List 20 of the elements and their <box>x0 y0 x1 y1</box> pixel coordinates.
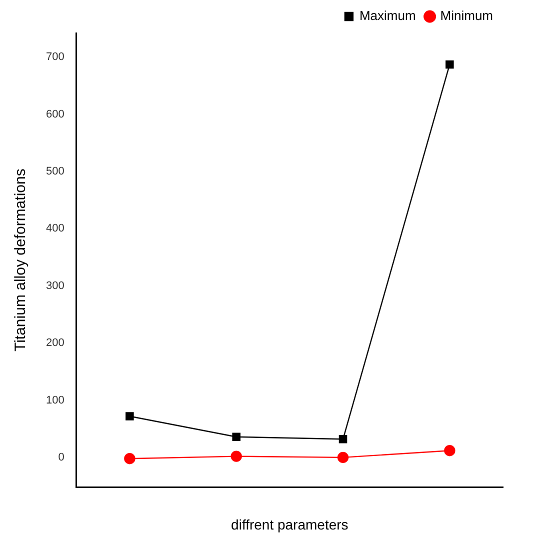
point <box>444 444 456 456</box>
legend-label: Maximum <box>359 8 416 24</box>
y-axis-title: Titanium alloy deformations <box>12 168 30 352</box>
y-tick-label: 300 <box>46 280 64 292</box>
y-tick-label: 600 <box>46 108 64 120</box>
legend-label: Minimum <box>440 8 494 24</box>
y-tick-label: 400 <box>46 222 64 235</box>
point <box>230 450 242 462</box>
point <box>337 452 349 464</box>
point <box>446 60 454 69</box>
y-tick-label: 200 <box>46 337 64 350</box>
x-axis-title: diffrent parameters <box>231 516 348 532</box>
y-tick-label: 700 <box>46 51 64 64</box>
y-tick-label: 100 <box>46 394 64 406</box>
y-tick-label: 0 <box>58 451 64 464</box>
point <box>124 453 136 464</box>
point <box>338 435 348 444</box>
point <box>232 432 240 441</box>
point <box>126 412 134 420</box>
y-tick-label: 500 <box>46 165 64 178</box>
